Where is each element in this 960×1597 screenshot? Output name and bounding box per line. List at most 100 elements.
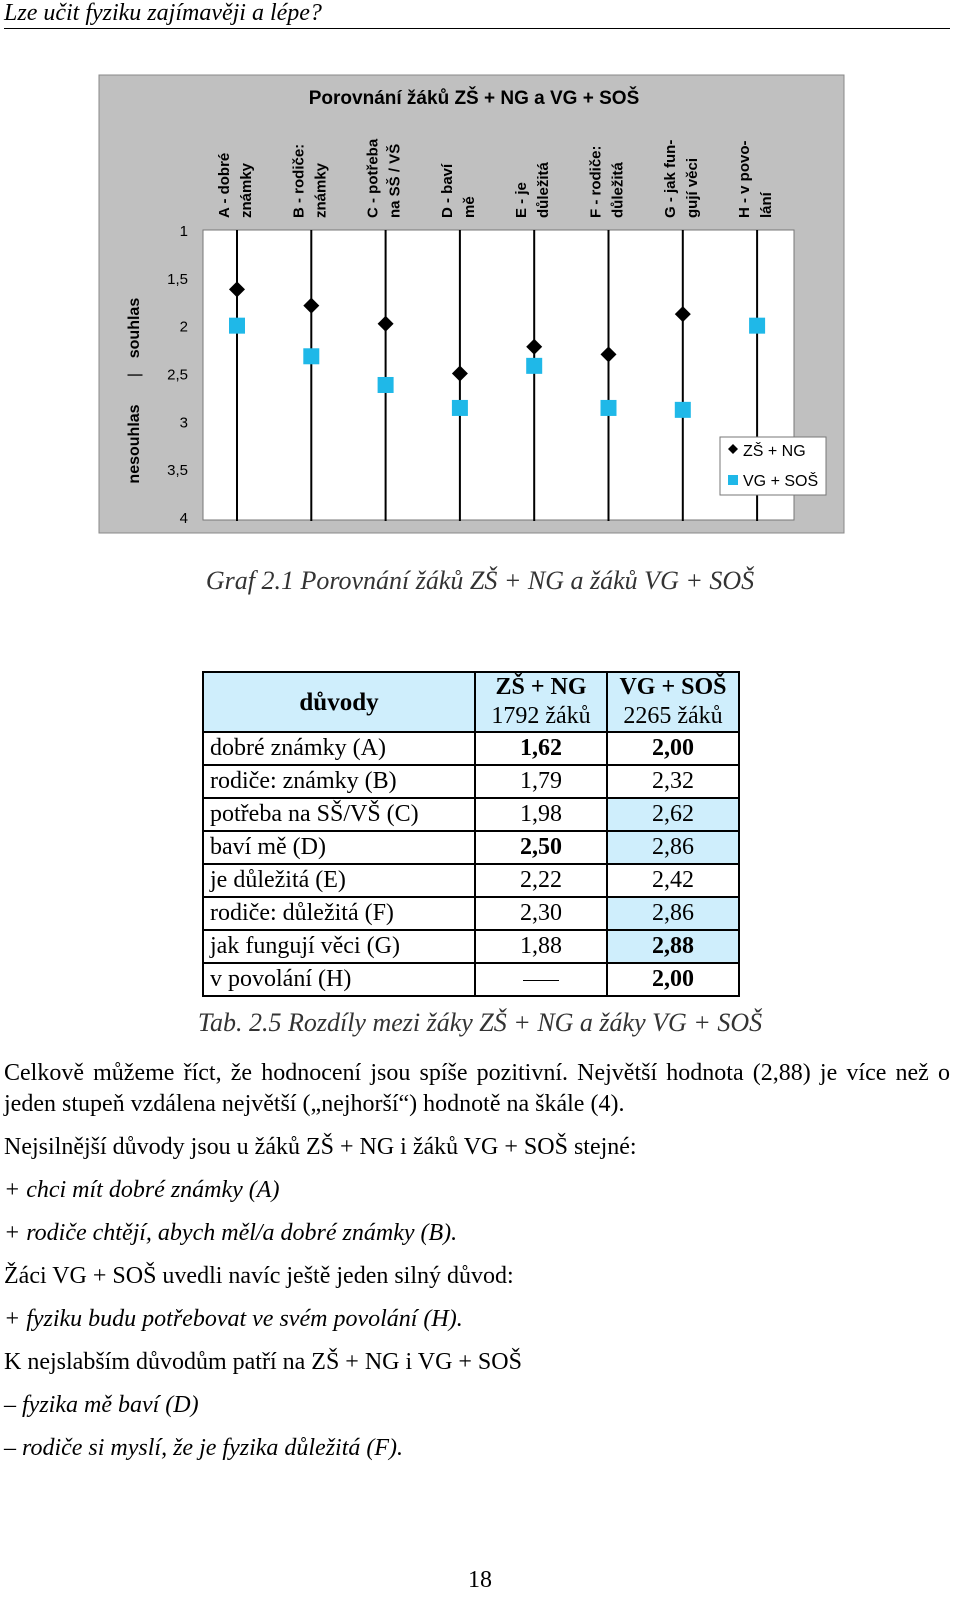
table-cell-zs-ng: 2,30 <box>474 896 608 931</box>
point-vg-sos <box>451 399 468 416</box>
paragraph-extra-reason: Žáci VG + SOŠ uvedli navíc ještě jeden s… <box>4 1263 514 1289</box>
category-lines <box>236 230 759 521</box>
table-cell-reason: je důležitá (E) <box>202 863 476 898</box>
category-label: G - jak fun- <box>662 140 679 218</box>
table-head-reasons: důvody <box>202 671 476 733</box>
category-label: A - dobré <box>216 153 233 218</box>
y-axis-label-top: souhlas <box>126 298 143 359</box>
point-vg-sos <box>600 399 617 416</box>
y-tick-labels: 1 1,5 2 2,5 3 3,5 4 <box>167 223 188 527</box>
reasons-table: důvody ZŠ + NG 1792 žáků VG + SOŠ 2265 ž… <box>202 671 740 997</box>
category-labels: A - dobré známky B - rodiče: známky C - potř… <box>216 138 775 218</box>
table-cell-reason: v povolání (H) <box>202 962 476 997</box>
list-item: + rodiče chtějí, abych měl/a dobré známk… <box>4 1220 458 1246</box>
data-points <box>229 281 766 418</box>
table-cell-reason: rodiče: známky (B) <box>202 764 476 799</box>
legend-marker-vg-sos <box>728 475 738 485</box>
table-head-zs-ng-count: 1792 žáků <box>491 703 591 729</box>
y-axis-label-separator: | <box>126 373 143 377</box>
table-head-vg-sos-title: VG + SOŠ <box>619 674 727 700</box>
category-label: F - rodiče: <box>588 145 605 218</box>
category-label: důležitá <box>535 162 552 218</box>
table-cell-vg-sos: 2,00 <box>606 962 740 997</box>
category-label: důležitá <box>610 162 627 218</box>
running-header-title: Lze učit fyziku zajímavěji a lépe? <box>4 0 322 26</box>
category-label: lání <box>758 191 775 218</box>
plot-area <box>202 229 795 521</box>
y-tick-label: 1,5 <box>167 271 188 288</box>
table-cell-vg-sos: 2,00 <box>606 731 740 766</box>
table-row: jak fungují věci (G) 1,88 2,88 <box>202 929 740 964</box>
table-head-zs-ng: ZŠ + NG 1792 žáků <box>474 671 608 733</box>
paragraph-weakest-reasons: K nejslabším důvodům patří na ZŠ + NG i … <box>4 1349 522 1375</box>
category-label: gují věci <box>684 158 701 218</box>
table-cell-reason: jak fungují věci (G) <box>202 929 476 964</box>
category-label: mě <box>461 196 478 218</box>
list-item: + fyziku budu potřebovat ve svém povolán… <box>4 1306 463 1332</box>
point-vg-sos <box>229 317 245 334</box>
category-label: H - v povo- <box>736 140 753 218</box>
y-axis-label-bottom: nesouhlas <box>126 404 143 483</box>
chart-title: Porovnání žáků ZŠ + NG a VG + SOŠ <box>309 87 640 109</box>
graph-caption: Graf 2.1 Porovnání žáků ZŠ + NG a žáků V… <box>205 566 755 595</box>
table-cell-vg-sos: 2,88 <box>606 929 740 964</box>
table-cell-zs-ng: 1,62 <box>474 731 608 766</box>
list-item: + chci mít dobré známky (A) <box>4 1177 280 1203</box>
paragraph-strongest-reasons: Nejsilnější důvody jsou u žáků ZŠ + NG i… <box>4 1134 637 1160</box>
table-cell-vg-sos: 2,86 <box>606 830 740 865</box>
table-cell-zs-ng: 2,22 <box>474 863 608 898</box>
table-row: rodiče: důležitá (F) 2,30 2,86 <box>202 896 740 931</box>
table-caption: Tab. 2.5 Rozdíly mezi žáky ZŠ + NG a žák… <box>197 1008 763 1037</box>
y-tick-label: 4 <box>180 510 188 527</box>
chart: Porovnání žáků ZŠ + NG a VG + SOŠ 1 1,5 2 2… <box>98 74 845 534</box>
point-zs-ng <box>451 365 468 382</box>
table-row: potřeba na SŠ/VŠ (C) 1,98 2,62 <box>202 797 740 832</box>
legend-label-vg-sos: VG + SOŠ <box>743 471 818 490</box>
table-cell-zs-ng: 2,50 <box>474 830 608 865</box>
table-header-row: důvody ZŠ + NG 1792 žáků VG + SOŠ 2265 ž… <box>202 671 740 733</box>
table-row: rodiče: známky (B) 1,79 2,32 <box>202 764 740 799</box>
y-tick-label: 3,5 <box>167 462 188 479</box>
legend: ZŠ + NG VG + SOŠ <box>719 436 827 496</box>
page-number: 18 <box>468 1567 492 1593</box>
category-label: B - rodiče: <box>290 144 307 218</box>
point-zs-ng <box>674 306 691 323</box>
table-cell-vg-sos: 2,86 <box>606 896 740 931</box>
category-label: C - potřeba <box>365 138 382 218</box>
point-zs-ng <box>303 297 320 314</box>
table-cell-vg-sos: 2,62 <box>606 797 740 832</box>
table-cell-zs-ng: 1,79 <box>474 764 608 799</box>
y-axis-label: nesouhlas | souhlas <box>126 298 143 484</box>
table-cell-reason: dobré známky (A) <box>202 731 476 766</box>
table-row: dobré známky (A) 1,62 2,00 <box>202 731 740 766</box>
point-vg-sos <box>674 401 691 418</box>
table-row: baví mě (D) 2,50 2,86 <box>202 830 740 865</box>
table-cell-reason: potřeba na SŠ/VŠ (C) <box>202 797 476 832</box>
point-vg-sos <box>749 317 766 334</box>
table-cell-zs-ng-empty <box>474 962 608 997</box>
table-head-zs-ng-title: ZŠ + NG <box>495 674 587 700</box>
legend-box <box>719 436 827 496</box>
category-label: D - baví <box>439 163 456 218</box>
table-cell-reason: baví mě (D) <box>202 830 476 865</box>
table-row: v povolání (H) 2,00 <box>202 962 740 997</box>
category-label: známky <box>312 162 329 218</box>
point-vg-sos <box>526 357 543 374</box>
point-zs-ng <box>229 281 245 298</box>
table-cell-zs-ng: 1,98 <box>474 797 608 832</box>
y-tick-label: 1 <box>180 223 188 240</box>
point-zs-ng <box>377 315 394 332</box>
legend-label-zs-ng: ZŠ + NG <box>743 441 806 460</box>
table-cell-zs-ng: 1,88 <box>474 929 608 964</box>
table-cell-reason: rodiče: důležitá (F) <box>202 896 476 931</box>
category-label: E - je <box>513 182 530 218</box>
paragraph-summary: Celkově můžeme říct, že hodnocení jsou s… <box>4 1060 950 1117</box>
point-vg-sos <box>377 376 394 393</box>
running-header: Lze učit fyziku zajímavěji a lépe? <box>4 0 950 29</box>
y-tick-label: 3 <box>180 414 188 431</box>
list-item: – fyzika mě baví (D) <box>4 1392 199 1418</box>
point-zs-ng <box>600 346 617 363</box>
legend-marker-zs-ng <box>728 444 738 454</box>
empty-value-dash <box>523 979 559 981</box>
table-cell-vg-sos: 2,32 <box>606 764 740 799</box>
